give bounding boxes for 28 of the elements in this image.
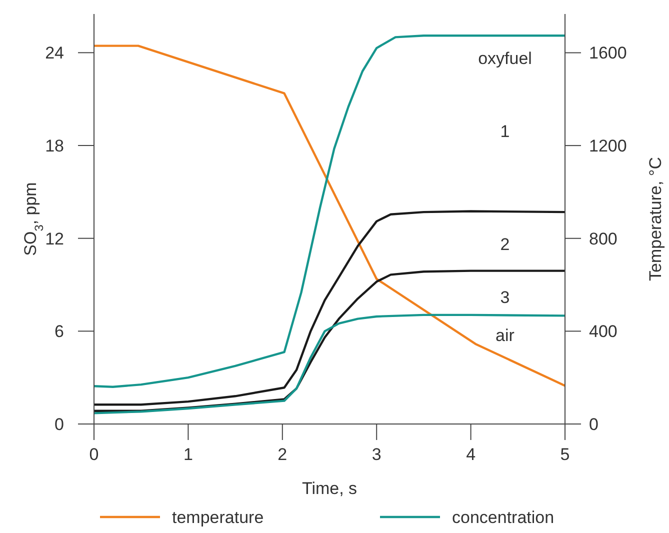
annotation: 3 bbox=[500, 288, 510, 307]
y2-axis-title: Temperature, °C bbox=[646, 157, 665, 281]
y2-tick-label: 800 bbox=[589, 229, 618, 248]
y2-tick-label: 400 bbox=[589, 322, 618, 342]
x-axis-title: Time, s bbox=[302, 479, 358, 498]
line-series bbox=[92, 270, 566, 412]
x-tick-label: 3 bbox=[372, 445, 382, 464]
y2-tick-label: 1200 bbox=[589, 136, 627, 156]
legend-label: temperature bbox=[172, 508, 264, 527]
line-series bbox=[92, 314, 566, 414]
x-tick-label: 2 bbox=[278, 445, 288, 464]
y-tick-label: 24 bbox=[45, 44, 64, 63]
annotation: 1 bbox=[500, 122, 510, 141]
x-tick-label: 0 bbox=[89, 445, 99, 464]
x-tick-label: 1 bbox=[183, 445, 193, 464]
y-tick-label: 0 bbox=[54, 415, 64, 434]
y2-tick-label: 1600 bbox=[589, 44, 627, 63]
x-tick-label: 5 bbox=[560, 445, 570, 464]
x-tick-label: 4 bbox=[466, 445, 476, 464]
annotation: oxyfuel bbox=[478, 49, 532, 68]
y2-tick-label: 0 bbox=[589, 415, 598, 434]
annotation: 2 bbox=[500, 235, 510, 254]
y-tick-label: 12 bbox=[45, 229, 64, 248]
annotation: air bbox=[496, 326, 515, 345]
line-series bbox=[92, 210, 566, 406]
y-tick-label: 18 bbox=[45, 136, 64, 156]
legend-label: concentration bbox=[452, 508, 554, 527]
y-tick-label: 6 bbox=[54, 322, 64, 342]
